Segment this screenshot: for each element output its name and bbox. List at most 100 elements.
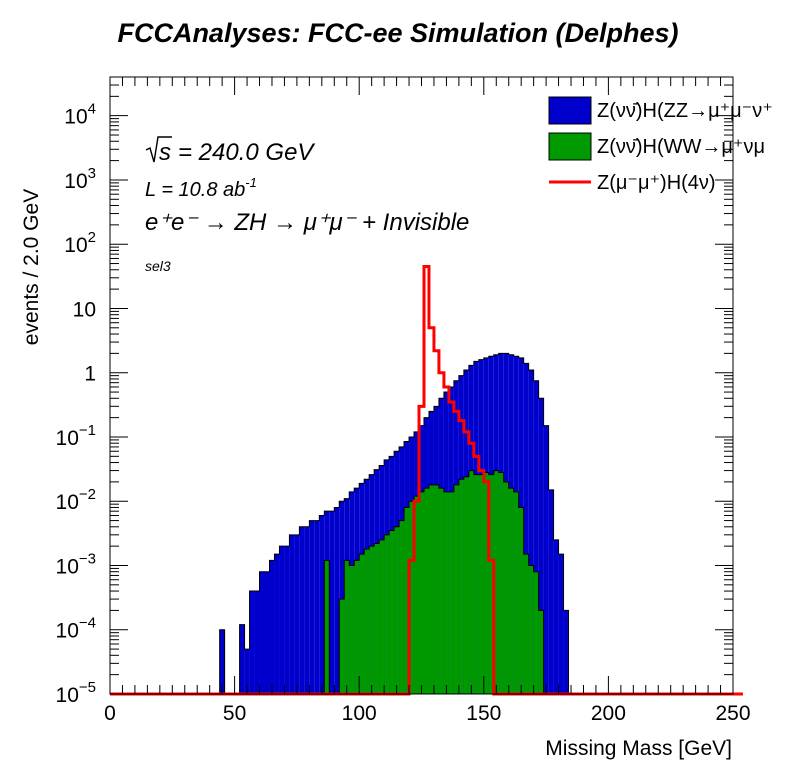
bar-0-4 [239,624,245,694]
bar-1-13 [389,530,395,694]
bar-0-69 [563,610,569,694]
bar-1-12 [384,534,390,694]
chart-title: FCCAnalyses: FCC-ee Simulation (Delphes) [117,18,679,48]
bar-0-22 [329,511,335,694]
bar-1-40 [523,554,529,694]
sqrt-s-value: = 240.0 GeV [178,139,315,166]
luminosity-label: L = 10.8 ab-1 [145,175,257,201]
bar-0-12 [279,546,285,694]
bar-1-32 [483,472,489,694]
bar-0-5 [244,649,250,694]
bar-0-63 [533,380,539,694]
bar-0-65 [543,425,549,694]
bar-1-16 [404,507,410,694]
bar-1-25 [448,491,454,694]
sqrt-symbol [145,136,172,163]
bar-0-18 [309,520,315,694]
y-tick-label: 104 [64,101,96,129]
bar-1-29 [468,470,474,694]
bar-1-31 [478,474,484,694]
bar-0-24 [339,501,345,694]
bar-1-5 [349,565,355,694]
y-tick-label: 10−3 [56,550,96,578]
bar-1-39 [518,507,524,694]
bar-1-8 [364,549,370,694]
x-axis: 0 50 100 150 200 250 [104,77,751,725]
y-tick-label: 10 [73,298,96,321]
bar-0-11 [274,554,280,694]
y-axis: 10−5 10−4 10−3 10−2 10−1 1 10 102 103 104 [56,76,733,707]
bar-outline-1 [323,470,545,695]
bar-1-30 [473,474,479,694]
y-tick-label: 10−4 [56,615,96,643]
bar-1-27 [458,479,464,694]
bar-1-18 [414,496,420,694]
y-tick-label: 102 [64,229,96,257]
legend-label-0: Z(νν̄)H(ZZ→μ⁺μ⁻ν⁺ [597,100,773,122]
bar-1-14 [394,526,400,694]
bar-0-67 [553,539,559,694]
bar-1-24 [443,491,449,694]
bar-1-43 [538,610,544,694]
x-tick-label: 0 [104,702,116,725]
bar-1-11 [379,539,385,694]
legend-label-2: Z(μ⁻μ⁺)H(4ν) [597,172,716,194]
bar-0-8 [259,571,265,694]
bar-0-20 [319,515,325,694]
bar-0-10 [269,560,275,694]
legend: Z(νν̄)H(ZZ→μ⁺μ⁻ν⁺ Z(νν̄)H(WW→μ⁺νμ Z(μ⁻μ⁺)H… [548,96,773,194]
process-label: e⁺e⁻ → ZH → μ⁺μ⁻ + Invisible [145,209,469,236]
bar-1-4 [344,560,350,694]
bar-1-33 [488,474,494,694]
y-tick-label: 103 [64,165,96,193]
y-tick-label: 10−2 [56,486,96,514]
bar-0-23 [334,507,340,694]
bar-0-19 [314,520,320,694]
bar-1-6 [354,560,360,694]
bar-0-17 [304,526,310,694]
bar-1-41 [528,565,534,694]
bar-0-7 [254,591,260,694]
legend-swatch-1 [548,132,592,161]
y-tick-label: 10−1 [56,422,96,450]
x-tick-label: 250 [715,702,750,725]
histogram-fills [219,352,570,695]
bar-1-36 [503,481,509,694]
legend-swatch-0 [548,96,592,125]
bar-1-0 [324,560,330,694]
bar-0-61 [523,363,529,694]
bar-1-22 [433,484,439,694]
bar-0-13 [284,546,290,694]
bar-0-0 [219,629,225,694]
bar-1-19 [419,491,424,694]
y-tick-label: 1 [84,363,96,386]
legend-label-1: Z(νν̄)H(WW→μ⁺νμ [597,136,765,158]
bar-1-34 [493,470,499,694]
bar-1-23 [438,488,444,694]
bar-0-6 [249,591,255,694]
x-tick-label: 150 [466,702,501,725]
bar-1-38 [513,491,519,694]
selection-label: sel3 [145,258,171,274]
bar-1-3 [339,599,345,694]
bar-1-28 [463,476,469,694]
bar-outline-0 [219,352,570,695]
bar-1-21 [428,484,434,694]
x-tick-label: 200 [591,702,626,725]
x-axis-title: Missing Mass [GeV] [545,737,732,760]
bar-0-68 [558,554,564,694]
bar-1-17 [409,501,415,694]
bar-1-7 [359,554,365,694]
bar-0-66 [548,489,554,694]
bar-1-26 [453,484,459,694]
bar-1-15 [399,520,405,694]
bar-1-9 [369,546,375,694]
bar-0-14 [289,534,295,694]
sqrt-s-annotation: s = 240.0 GeV [145,136,315,166]
x-tick-label: 100 [342,702,377,725]
bar-1-37 [508,488,514,694]
bar-1-10 [374,543,380,694]
bar-0-9 [264,571,270,694]
y-axis-title: events / 2.0 GeV [20,189,43,345]
